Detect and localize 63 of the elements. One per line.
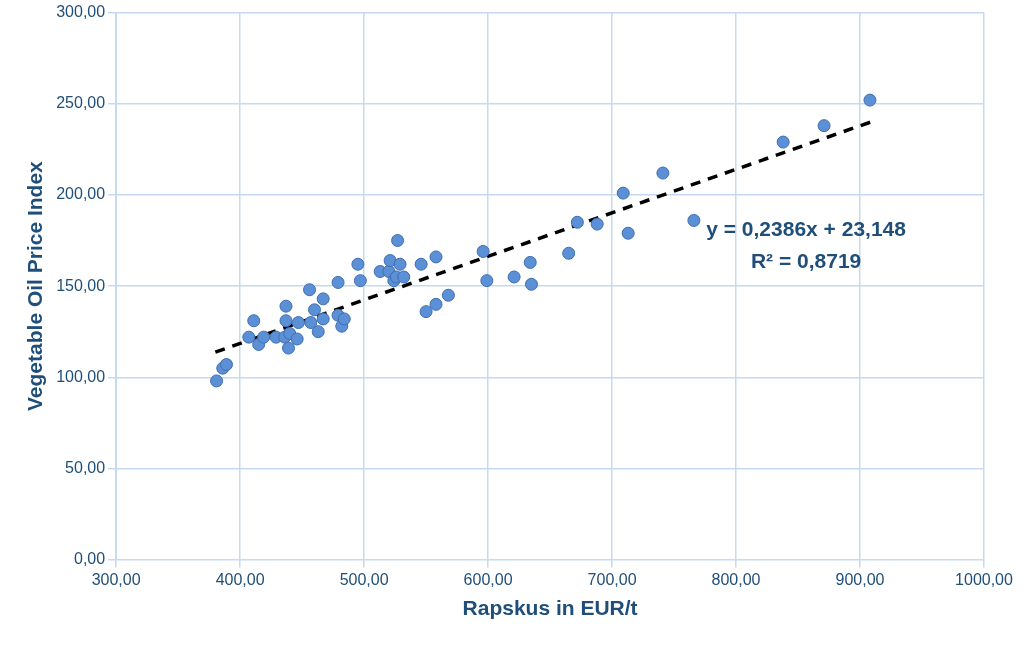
- point: [291, 316, 305, 330]
- point: [476, 244, 490, 258]
- point: [429, 297, 443, 311]
- point: [351, 257, 365, 271]
- point: [817, 119, 831, 133]
- y-axis-title: Vegetable Oil Price Index: [23, 160, 47, 411]
- point: [316, 312, 330, 326]
- y-tick-label: 300,00: [56, 3, 106, 21]
- x-tick-label: 800,00: [711, 570, 761, 588]
- point: [562, 246, 576, 260]
- y-tick-label: 250,00: [56, 94, 106, 112]
- y-tick-label: 0,00: [74, 550, 106, 568]
- point: [242, 330, 256, 344]
- point: [279, 314, 293, 328]
- point: [391, 234, 405, 248]
- point: [429, 250, 443, 264]
- point: [316, 292, 330, 306]
- point: [303, 283, 317, 297]
- point: [414, 257, 428, 271]
- y-tick-label: 150,00: [56, 276, 106, 294]
- point: [383, 254, 397, 268]
- point: [331, 275, 345, 289]
- point: [210, 374, 224, 388]
- point: [776, 135, 790, 149]
- point: [523, 255, 537, 269]
- point: [656, 166, 670, 180]
- annotation: R² = 0,8719: [750, 248, 862, 272]
- point: [311, 325, 325, 339]
- point: [281, 341, 295, 355]
- point: [863, 93, 877, 107]
- point: [524, 277, 538, 291]
- x-tick-label: 400,00: [215, 570, 265, 588]
- annotation: y = 0,2386x + 23,148: [706, 216, 907, 240]
- x-tick-label: 900,00: [835, 570, 885, 588]
- point: [304, 316, 318, 330]
- x-tick-label: 700,00: [587, 570, 637, 588]
- x-axis-title: Rapskus in EUR/t: [462, 596, 638, 620]
- x-tick-label: 300,00: [91, 570, 141, 588]
- point: [570, 215, 584, 229]
- point: [590, 217, 604, 231]
- point: [308, 303, 322, 317]
- y-tick-label: 50,00: [65, 458, 106, 476]
- x-tick-label: 500,00: [339, 570, 389, 588]
- point: [247, 314, 261, 328]
- y-tick-label: 200,00: [56, 185, 106, 203]
- point: [353, 274, 367, 288]
- point: [687, 213, 701, 227]
- point: [480, 274, 494, 288]
- point: [257, 330, 271, 344]
- point: [397, 270, 411, 284]
- y-tick-label: 100,00: [56, 367, 106, 385]
- x-tick-label: 600,00: [463, 570, 513, 588]
- point: [621, 226, 635, 240]
- point: [279, 299, 293, 313]
- point: [337, 312, 351, 326]
- point: [393, 257, 407, 271]
- point: [441, 288, 455, 302]
- point: [290, 332, 304, 346]
- x-tick-label: 1000,00: [955, 570, 1014, 588]
- point: [419, 305, 433, 319]
- point: [616, 186, 630, 200]
- point: [507, 270, 521, 284]
- point: [219, 358, 233, 371]
